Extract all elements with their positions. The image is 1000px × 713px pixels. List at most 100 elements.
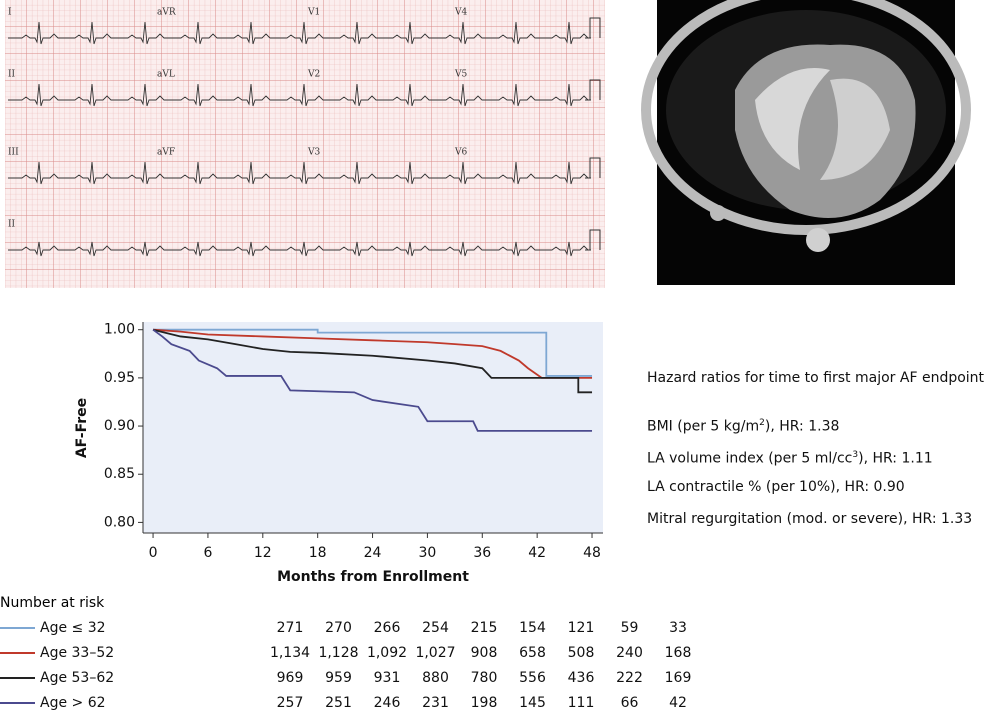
survival-line: [152, 328, 593, 394]
ecg-grid: [5, 0, 605, 288]
hazard-text: Mitral regurgitation (mod. or severe), H…: [647, 511, 973, 527]
risk-count: 959: [325, 670, 352, 686]
hazard-title: Hazard ratios for time to first major AF…: [647, 370, 985, 386]
risk-count: 254: [422, 620, 449, 636]
lead-label: V2: [307, 70, 320, 80]
risk-count: 969: [277, 670, 304, 686]
y-tick-label: 0.90: [104, 418, 135, 434]
y-tick-label: 0.95: [104, 370, 135, 386]
x-tick-label: 42: [528, 545, 546, 561]
hazard-item: LA contractile % (per 10%), HR: 0.90: [647, 475, 984, 507]
x-tick-label: 48: [583, 545, 601, 561]
y-tick-label: 0.85: [104, 466, 135, 482]
risk-count: 270: [325, 620, 352, 636]
hazard-ratios: Hazard ratios for time to first major AF…: [647, 366, 984, 539]
risk-count: 780: [471, 670, 498, 686]
y-tick-label: 1.00: [104, 322, 135, 338]
risk-count: 246: [374, 695, 401, 711]
x-tick-label: 6: [203, 545, 212, 561]
calibration-pulse: [585, 79, 601, 101]
mri-vessel: [710, 205, 726, 221]
hazard-text: LA contractile % (per 10%), HR: 0.90: [647, 479, 905, 495]
lead-label: V5: [454, 70, 467, 80]
risk-count: 198: [471, 695, 498, 711]
lead-label: aVR: [157, 8, 176, 18]
risk-count: 42: [669, 695, 687, 711]
x-tick-label: 36: [473, 545, 491, 561]
risk-table-title: Number at risk: [0, 595, 105, 611]
risk-count: 556: [519, 670, 546, 686]
lead-label: III: [8, 148, 19, 158]
hazard-text: BMI (per 5 kg/m: [647, 418, 760, 435]
risk-count: 33: [669, 620, 687, 636]
risk-count: 169: [665, 670, 692, 686]
risk-count: 121: [568, 620, 595, 636]
hazard-text: ), HR: 1.11: [858, 450, 933, 467]
risk-count: 154: [519, 620, 546, 636]
ecg-trace: [8, 83, 591, 107]
legend-label: Age 33–52: [40, 645, 114, 661]
x-axis-label: Months from Enrollment: [277, 569, 469, 585]
risk-count: 222: [616, 670, 643, 686]
x-tick-label: 12: [254, 545, 272, 561]
mri-panel: [641, 0, 971, 285]
hazard-item: LA volume index (per 5 ml/cc3), HR: 1.11: [647, 443, 984, 475]
risk-count: 111: [568, 695, 595, 711]
risk-count: 257: [277, 695, 304, 711]
mri-vessel: [806, 228, 830, 252]
risk-count: 1,027: [415, 645, 455, 661]
mri-chamber: [820, 78, 890, 180]
survival-line: [152, 328, 593, 432]
lead-label: II: [8, 70, 16, 80]
risk-count: 215: [471, 620, 498, 636]
hazard-item: Mitral regurgitation (mod. or severe), H…: [647, 507, 984, 539]
ecg-trace: [8, 241, 591, 257]
plot-area: [143, 322, 603, 533]
lead-label: I: [8, 8, 12, 18]
risk-count: 1,134: [270, 645, 310, 661]
legend-label: Age 53–62: [40, 670, 114, 686]
risk-count: 1,092: [367, 645, 407, 661]
risk-count: 231: [422, 695, 449, 711]
survival-line: [153, 328, 593, 377]
lead-label: V3: [307, 148, 320, 158]
legend-label: Age > 62: [40, 695, 106, 711]
lead-label: V6: [454, 148, 467, 158]
risk-count: 908: [471, 645, 498, 661]
lead-label: aVL: [157, 70, 175, 80]
calibration-pulse: [585, 229, 601, 251]
survival-line: [152, 328, 593, 379]
risk-count: 251: [325, 695, 352, 711]
mri-chest-wall: [641, 0, 971, 235]
lead-label: II: [8, 220, 16, 230]
risk-count: 436: [568, 670, 595, 686]
risk-count: 271: [277, 620, 304, 636]
risk-count: 1,128: [318, 645, 358, 661]
x-tick-label: 0: [149, 545, 158, 561]
risk-count: 508: [568, 645, 595, 661]
calibration-pulse: [585, 157, 601, 179]
hazard-item: BMI (per 5 kg/m2), HR: 1.38: [647, 411, 984, 443]
calibration-pulse: [585, 17, 601, 39]
risk-count: 145: [519, 695, 546, 711]
risk-count: 66: [621, 695, 639, 711]
y-axis-label: AF-Free: [74, 398, 90, 458]
lead-label: aVF: [157, 148, 175, 158]
ecg-panel: [5, 0, 605, 288]
x-tick-label: 18: [309, 545, 327, 561]
risk-count: 266: [374, 620, 401, 636]
mri-chamber: [755, 68, 830, 170]
ecg-trace: [8, 161, 591, 185]
risk-count: 240: [616, 645, 643, 661]
ecg-trace: [8, 21, 591, 45]
lead-label: V4: [454, 8, 467, 18]
risk-count: 931: [374, 670, 401, 686]
x-tick-label: 24: [364, 545, 382, 561]
risk-count: 658: [519, 645, 546, 661]
hazard-text: 3: [852, 450, 859, 460]
legend-label: Age ≤ 32: [40, 620, 106, 636]
risk-count: 168: [665, 645, 692, 661]
hazard-text: LA volume index (per 5 ml/cc: [647, 450, 853, 467]
